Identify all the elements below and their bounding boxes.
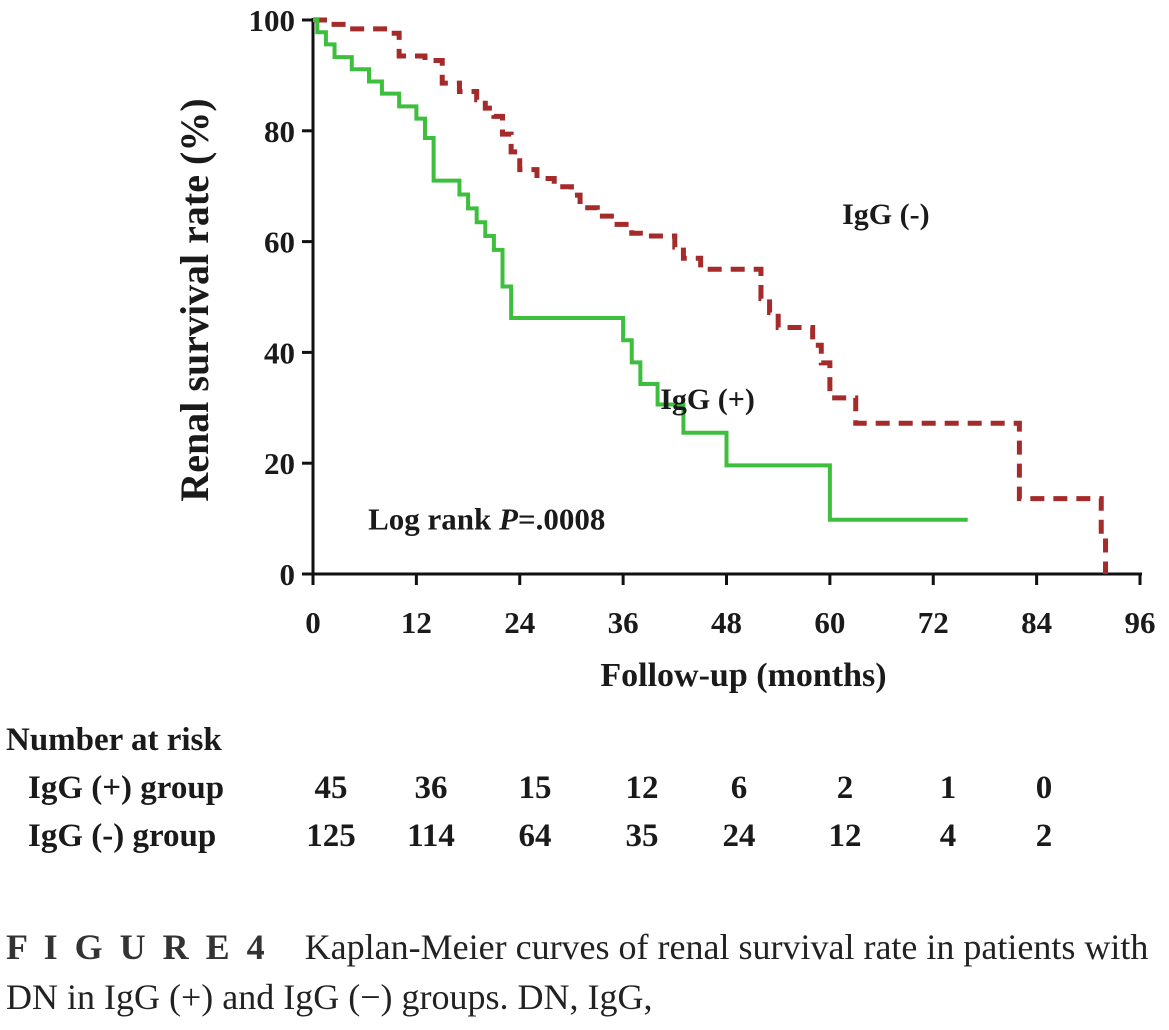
risk-value: 4 [939,818,957,854]
x-tick-label: 48 [711,605,742,640]
risk-value: 2 [836,770,854,806]
risk-value: 15 [518,770,552,806]
log-rank-annotation: Log rank P=.0008 [368,502,605,537]
x-tick-label: 24 [504,605,535,640]
risk-value: 2 [1035,818,1053,854]
chart-axes: 0 20 40 60 80 100 0 12 24 36 48 60 72 84 96 [249,3,1156,640]
x-tick-label: 84 [1021,605,1052,640]
y-tick-label: 40 [264,335,295,370]
risk-value: 12 [625,770,659,806]
y-tick-label: 80 [264,114,295,149]
x-tick-label: 36 [608,605,639,640]
x-tick-label: 60 [814,605,845,640]
risk-value: 24 [722,818,756,854]
figure-caption: F I G U R E 4 Kaplan-Meier curves of rena… [6,922,1156,1022]
risk-value: 12 [828,818,862,854]
x-tick-label: 12 [401,605,432,640]
risk-row-label-igg-neg: IgG (-) group [28,818,217,854]
x-tick-label: 72 [918,605,949,640]
risk-value: 36 [414,770,448,806]
y-tick-label: 100 [249,3,296,38]
km-chart: 0 20 40 60 80 100 0 12 24 36 48 60 72 84 96 Follow-up … [172,3,1156,694]
risk-value: 114 [407,818,455,854]
series-line-igg-neg [313,17,1109,574]
figure-caption-text: Kaplan-Meier curves of renal survival ra… [6,927,1149,1017]
y-tick-label: 0 [280,557,296,592]
risk-value: 125 [306,818,356,854]
risk-value: 64 [518,818,552,854]
risk-row-label-igg-pos: IgG (+) group [28,770,225,806]
chart-labels: Follow-up (months) Renal survival rate (%… [172,98,930,694]
risk-value: 1 [939,770,957,806]
y-tick-label: 20 [264,446,295,481]
series-label-igg-neg: IgG (-) [842,198,929,231]
risk-value: 45 [314,770,348,806]
risk-value: 0 [1035,770,1053,806]
risk-value: 35 [625,818,659,854]
chart-series [313,17,1109,574]
series-label-igg-pos: IgG (+) [660,383,755,416]
x-tick-label: 0 [305,605,321,640]
risk-table-title: Number at risk [6,722,222,758]
risk-value: 6 [730,770,748,806]
figure-label: F I G U R E 4 [6,927,269,967]
y-tick-label: 60 [264,225,295,260]
x-tick-label: 96 [1125,605,1156,640]
series-line-igg-pos [313,18,968,522]
x-axis-label: Follow-up (months) [600,657,886,694]
y-axis-label: Renal survival rate (%) [172,98,217,501]
